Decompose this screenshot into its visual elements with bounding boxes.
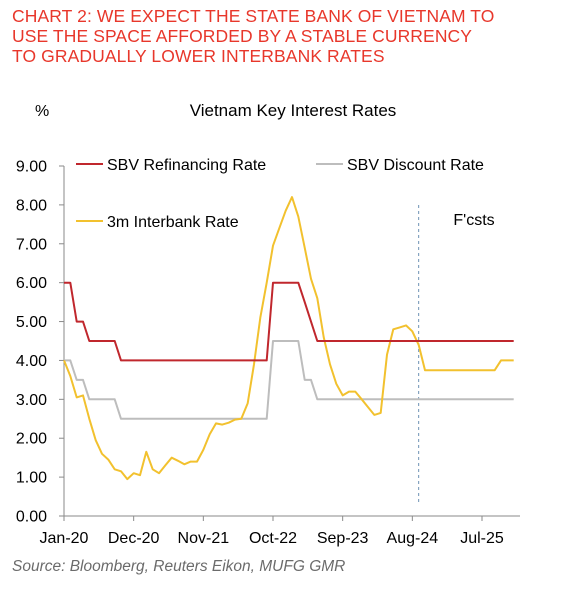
x-tick-label: Nov-21	[178, 530, 230, 547]
chart-heading: CHART 2: WE EXPECT THE STATE BANK OF VIE…	[12, 6, 562, 66]
y-tick-label: 4.00	[16, 353, 47, 370]
y-tick-label: 8.00	[16, 197, 47, 214]
x-tick-label: Oct-22	[249, 530, 297, 547]
x-tick-label: Jan-20	[40, 530, 89, 547]
y-tick-label: 6.00	[16, 275, 47, 292]
series-line-sbv-refinancing-rate	[64, 281, 514, 362]
series-line-sbv-discount-rate	[64, 340, 514, 420]
series-line-3m-interbank-rate	[63, 196, 514, 481]
y-tick-label: 9.00	[16, 159, 47, 176]
y-tick-label: 0.00	[16, 509, 47, 526]
y-tick-label: 5.00	[16, 314, 47, 331]
y-tick-label: 1.00	[16, 470, 47, 487]
legend-label-sbv-discount-rate: SBV Discount Rate	[347, 157, 484, 174]
axes: 0.00 1.00 2.00 3.00 4.00 5.00 6.00 7.00 8.00 9.00…	[16, 159, 520, 547]
legend: SBV Refinancing Rate SBV Discount Rate 3m …	[76, 157, 484, 231]
series-layer	[63, 196, 514, 481]
x-tick-label: Aug-24	[387, 530, 439, 547]
heading-line-1: CHART 2: WE EXPECT THE STATE BANK OF VIE…	[12, 6, 495, 26]
legend-label-3m-interbank-rate: 3m Interbank Rate	[107, 214, 239, 231]
y-tick-label: 3.00	[16, 392, 47, 409]
legend-label-sbv-refinancing-rate: SBV Refinancing Rate	[107, 157, 266, 174]
forecast-label: F'csts	[453, 212, 494, 229]
heading-line-2: USE THE SPACE AFFORDED BY A STABLE CURRE…	[12, 26, 473, 46]
y-tick-label: 7.00	[16, 236, 47, 253]
source-note: Source: Bloomberg, Reuters Eikon, MUFG G…	[12, 558, 346, 575]
y-axis-unit-label: %	[35, 103, 49, 120]
x-tick-label: Dec-20	[108, 530, 160, 547]
chart-title: Vietnam Key Interest Rates	[190, 101, 397, 120]
heading-line-3: TO GRADUALLY LOWER INTERBANK RATES	[12, 46, 385, 66]
x-tick-label: Sep-23	[317, 530, 369, 547]
y-tick-label: 2.00	[16, 431, 47, 448]
x-tick-label: Jul-25	[460, 530, 504, 547]
interest-rate-chart: % Vietnam Key Interest Rates 0.00 1.00 2.0…	[16, 101, 520, 547]
